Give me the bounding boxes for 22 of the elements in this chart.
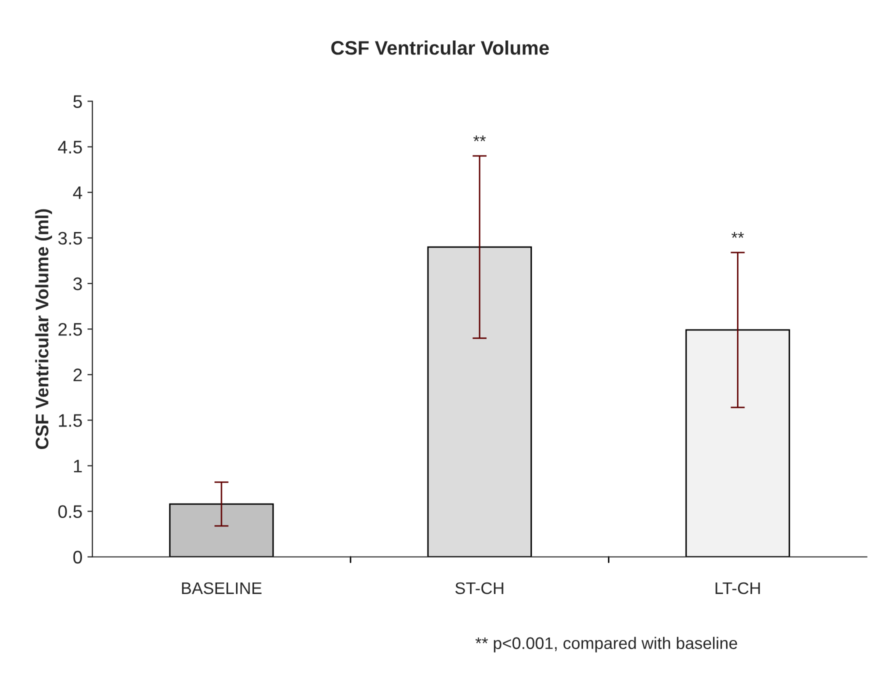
x-tick-label: BASELINE bbox=[182, 582, 262, 594]
y-tick-label: 4 bbox=[73, 186, 82, 199]
y-tick-label: 0 bbox=[73, 550, 82, 564]
bar bbox=[169, 503, 274, 557]
y-tick-label: 2 bbox=[74, 368, 82, 382]
bar bbox=[685, 329, 790, 557]
x-tick-label: LT-CH bbox=[716, 582, 760, 594]
x-tick-label: ST-CH bbox=[455, 582, 504, 594]
y-tick-label: 3 bbox=[73, 277, 82, 290]
y-tick-label: 4.5 bbox=[58, 140, 82, 154]
y-tick-label: 5 bbox=[73, 95, 82, 108]
bar bbox=[427, 246, 532, 557]
y-tick-label: 0.5 bbox=[58, 505, 82, 518]
chart-title: CSF Ventricular Volume bbox=[331, 40, 549, 55]
y-axis-title: CSF Ventricular Volume (ml) bbox=[35, 209, 52, 450]
y-tick-label: 2.5 bbox=[58, 322, 82, 336]
y-tick-label: 3.5 bbox=[58, 232, 82, 245]
text: ** p<0.001, compared with baseline bbox=[475, 636, 738, 652]
y-tick-label: 1.5 bbox=[58, 414, 82, 427]
y-tick-label: 1 bbox=[74, 460, 82, 472]
annotation: ** bbox=[732, 232, 744, 238]
annotation: ** bbox=[473, 135, 486, 142]
